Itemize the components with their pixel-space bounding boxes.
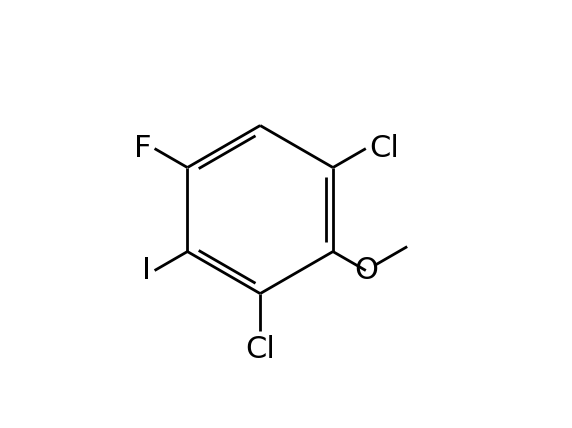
Text: Cl: Cl	[245, 335, 275, 364]
Text: O: O	[354, 256, 378, 285]
Text: Cl: Cl	[369, 134, 399, 163]
Text: I: I	[142, 256, 152, 285]
Text: F: F	[134, 134, 152, 163]
